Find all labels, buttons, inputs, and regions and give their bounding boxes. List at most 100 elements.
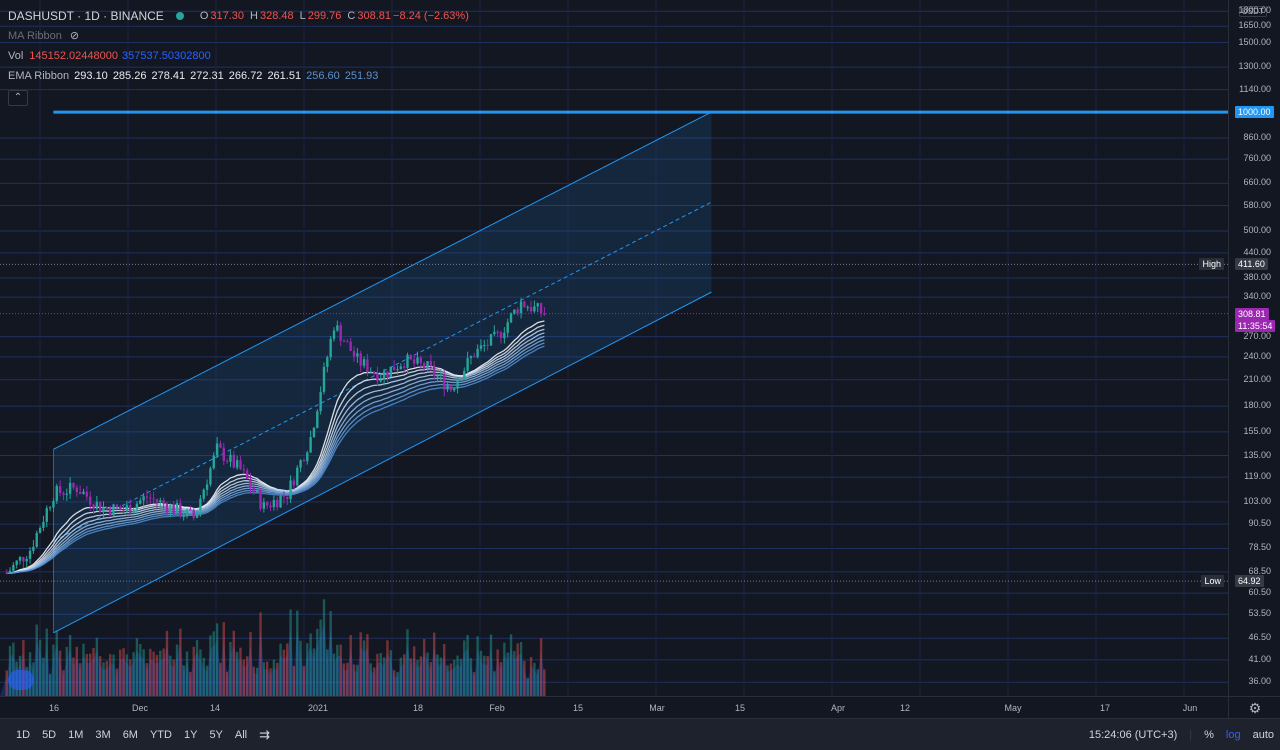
candle-body <box>182 516 185 518</box>
ohlc-key: C <box>347 10 356 22</box>
candle-body <box>466 358 469 371</box>
volume-bar <box>239 647 242 696</box>
volume-bar <box>242 659 246 696</box>
ema-value: 278.41 <box>151 70 186 82</box>
candle-body <box>369 371 372 373</box>
channel-upper-line[interactable] <box>53 111 712 450</box>
auto-toggle[interactable]: auto <box>1252 728 1274 741</box>
price-chart[interactable] <box>0 0 1228 696</box>
range-button-ytd[interactable]: YTD <box>149 728 172 741</box>
volume-bar <box>473 672 476 696</box>
volume-bar <box>55 630 58 696</box>
range-button-6m[interactable]: 6M <box>122 728 138 741</box>
percent-toggle[interactable]: % <box>1204 728 1214 741</box>
channel-mid-line[interactable] <box>53 201 712 542</box>
time-tick: 2021 <box>307 703 329 713</box>
time-tick: Apr <box>830 703 846 713</box>
range-button-1d[interactable]: 1D <box>16 728 31 741</box>
tradingview-logo-icon[interactable] <box>8 670 34 690</box>
candle-body <box>5 573 8 575</box>
volume-bar <box>366 634 369 696</box>
ema-value: 272.31 <box>190 70 224 82</box>
time-tick: 17 <box>1099 703 1111 713</box>
candle-body <box>25 558 28 562</box>
volume-row[interactable]: Vol 145152.02448000 357537.50302800 <box>8 46 469 66</box>
volume-bar <box>225 671 229 696</box>
channel-lower-line[interactable] <box>53 291 712 634</box>
collapse-legend-button[interactable]: ⌃ <box>8 90 28 106</box>
range-button-1m[interactable]: 1M <box>68 728 84 741</box>
time-axis[interactable]: 16 Dec 14 2021 18 Feb 15 Mar 15 Apr 12 May 17 Jun <box>0 696 1228 719</box>
candle-body <box>519 301 523 314</box>
symbol-row: DASHUSDT · 1D · BINANCE O 317.30 H 328.48 L 2… <box>8 6 469 26</box>
volume-bar <box>339 644 342 696</box>
range-button-3m[interactable]: 3M <box>95 728 111 741</box>
volume-bar <box>316 628 319 696</box>
volume-bar <box>232 630 235 696</box>
hidden-eye-icon[interactable]: ⊘ <box>69 30 80 42</box>
candle-body <box>529 307 533 312</box>
candle-body <box>68 482 72 494</box>
volume-bar <box>419 656 423 696</box>
ema-ribbon-row[interactable]: EMA Ribbon 293.10 285.26 278.41 272.31 266.7… <box>8 66 469 86</box>
range-button-5y[interactable]: 5Y <box>209 728 223 741</box>
volume-bar <box>416 660 419 696</box>
volume-bar <box>476 636 479 696</box>
chart-pane[interactable]: DASHUSDT · 1D · BINANCE O 317.30 H 328.48 L 2… <box>0 0 1228 696</box>
candle-body <box>476 348 479 358</box>
range-button-all[interactable]: All <box>234 728 248 741</box>
candle-body <box>356 353 359 357</box>
candle-body <box>129 505 132 514</box>
candle-body <box>362 359 366 366</box>
volume-bar <box>409 658 413 696</box>
candle-body <box>319 391 322 412</box>
candle-body <box>99 501 102 513</box>
volume-bar <box>449 663 453 696</box>
volume-bar <box>65 646 68 696</box>
settings-gear-icon[interactable]: ⚙ <box>1228 696 1280 719</box>
ema-ribbon-line <box>6 328 545 574</box>
candle-body <box>162 500 165 505</box>
candle-body <box>202 489 205 499</box>
ohlc-key: L <box>299 10 306 22</box>
range-button-5d[interactable]: 5D <box>42 728 57 741</box>
volume-bar <box>389 650 392 696</box>
candle-body <box>192 510 195 518</box>
currency-badge[interactable]: USDT <box>1239 6 1267 17</box>
volume-bar <box>479 650 483 696</box>
candle-body <box>152 498 155 500</box>
price-tick: 180.00 <box>1243 400 1271 411</box>
clock[interactable]: 15:24:06 (UTC+3) <box>1088 728 1178 741</box>
candle-body <box>179 503 182 517</box>
volume-bar <box>399 657 402 696</box>
volume-bar <box>132 652 135 696</box>
volume-bar <box>319 619 322 696</box>
volume-bar <box>202 657 205 696</box>
volume-label: Vol <box>8 50 24 62</box>
volume-bar <box>519 642 523 696</box>
candle-body <box>533 306 536 312</box>
volume-bar <box>189 671 192 696</box>
log-toggle[interactable]: log <box>1225 728 1241 741</box>
ohlc-key: H <box>250 10 258 22</box>
price-axis[interactable]: USDT 1800.00 1650.00 1500.00 1300.00 1140.00… <box>1228 0 1280 696</box>
goto-date-icon[interactable]: ⇉ <box>259 726 271 742</box>
volume-bar <box>309 633 312 696</box>
volume-bar <box>379 652 382 696</box>
volume-bar <box>105 660 109 696</box>
volume-bar <box>62 670 65 696</box>
range-button-1y[interactable]: 1Y <box>183 728 198 741</box>
volume-bar <box>349 635 352 696</box>
candle-body <box>316 411 319 428</box>
candle-body <box>142 496 145 501</box>
ema-value: 251.93 <box>344 70 379 82</box>
volume-bar <box>129 659 132 696</box>
candle-body <box>259 490 262 509</box>
ma-ribbon-row[interactable]: MA Ribbon ⊘ <box>8 26 469 46</box>
ema-value: 266.72 <box>228 70 263 82</box>
ohlc-value: 328.48 <box>259 10 294 22</box>
volume-bar <box>135 638 139 696</box>
high-price-label: 411.60 <box>1235 258 1268 271</box>
symbol-title[interactable]: DASHUSDT · 1D · BINANCE <box>8 9 164 23</box>
